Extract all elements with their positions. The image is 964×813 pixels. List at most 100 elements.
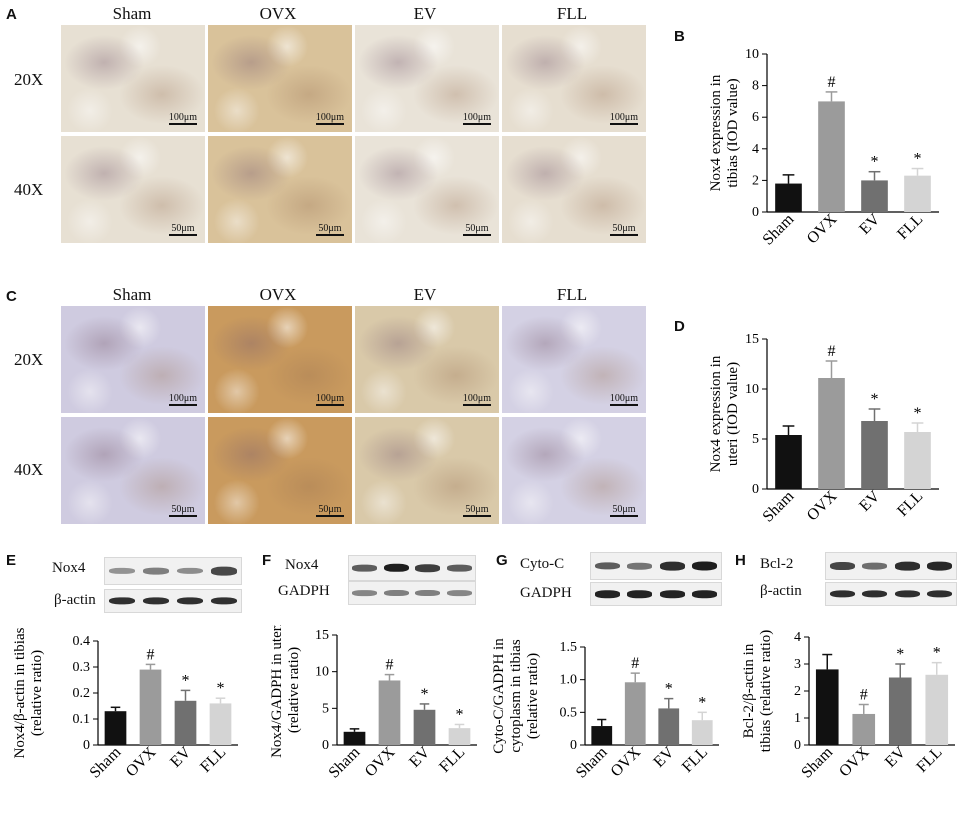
bar-sham	[591, 726, 613, 745]
bar-fll	[691, 720, 713, 745]
y-tick-label: 0.1	[73, 712, 91, 727]
micrograph-c-20x-sham: 100μm	[60, 305, 206, 414]
significance-mark: *	[217, 680, 225, 697]
scale-bar-label: 50μm	[318, 504, 342, 515]
y-axis-label: tibias (IOD value)	[725, 78, 741, 187]
blot-band	[659, 561, 685, 571]
panel-b-letter: B	[674, 28, 685, 45]
y-tick-label: 5	[752, 432, 759, 447]
x-tick-label: FLL	[679, 744, 711, 776]
y-tick-label: 2	[794, 684, 801, 699]
blot-band	[108, 567, 136, 575]
scale-bar: 50μm	[316, 223, 344, 237]
bar-fll	[448, 728, 471, 745]
x-tick-label: EV	[650, 743, 677, 770]
y-axis-label: cytoplasm in tibias	[508, 639, 524, 752]
y-tick-label: 0.4	[73, 634, 91, 649]
blot-band	[415, 564, 441, 572]
y-tick-label: 0.3	[73, 660, 91, 675]
scale-bar-line	[168, 123, 197, 125]
blot-band	[210, 597, 238, 605]
scale-bar-line	[169, 234, 197, 236]
significance-mark: *	[182, 672, 190, 689]
bar-fll	[904, 175, 931, 212]
micrograph-a-20x-sham: 100μm	[60, 24, 206, 133]
panel-g-blot-2	[590, 582, 722, 606]
x-tick-label: OVX	[836, 743, 873, 780]
micrograph-a-40x-sham: 50μm	[60, 135, 206, 244]
y-axis-label: uteri (IOD value)	[725, 362, 741, 466]
panel-f-blot-1	[348, 555, 476, 581]
scale-bar-line	[169, 515, 197, 517]
y-tick-label: 2	[752, 173, 759, 188]
x-tick-label: Sham	[326, 743, 364, 781]
blot-band	[142, 597, 170, 605]
significance-mark: #	[828, 343, 836, 360]
panel-h-bar-chart: 0 1 2 3 4 Bcl-2/β-actin in tibias (relative ra…	[741, 630, 955, 782]
blot-band	[176, 567, 204, 575]
panel-f-blot-label-2: GADPH	[278, 583, 330, 599]
scale-bar-line	[316, 234, 344, 236]
significance-mark: *	[456, 706, 464, 723]
scale-bar: 50μm	[610, 223, 638, 237]
scale-bar-label: 100μm	[609, 393, 638, 404]
blot-band	[894, 561, 920, 571]
scale-bar-line	[610, 234, 638, 236]
y-tick-label: 4	[752, 142, 759, 157]
scale-bar-line	[610, 515, 638, 517]
x-tick-label: OVX	[804, 487, 841, 524]
scale-bar-label: 50μm	[318, 223, 342, 234]
scale-bar-line	[168, 404, 197, 406]
y-axis-label: Nox4/β-actin in tibias	[12, 627, 28, 758]
y-tick-label: 5	[322, 701, 329, 716]
scale-bar-label: 50μm	[171, 504, 195, 515]
blot-band	[108, 597, 136, 605]
scale-bar-label: 100μm	[462, 393, 491, 404]
bar-sham	[343, 731, 366, 745]
panel-b-bar-chart: 0 2 4 6 8 10 Nox4 expression in tibias (IOD val…	[708, 47, 939, 249]
blot-band	[927, 561, 953, 571]
y-axis-label: Nox4 expression in	[708, 74, 724, 191]
significance-mark: *	[896, 646, 904, 663]
scale-bar: 100μm	[463, 112, 491, 126]
panel-g-blot-label-2: GADPH	[520, 585, 572, 601]
micrograph-c-40x-ev: 50μm	[354, 416, 500, 525]
y-tick-label: 0	[322, 738, 329, 753]
blot-band	[627, 590, 653, 598]
micrograph-a-40x-ovx: 50μm	[207, 135, 353, 244]
scale-bar: 50μm	[169, 223, 197, 237]
significance-mark: #	[828, 74, 836, 91]
micrograph-a-20x-ovx: 100μm	[207, 24, 353, 133]
y-axis-label: Nox4 expression in	[708, 355, 724, 472]
panel-e-blot-1	[104, 557, 242, 585]
bar-ovx	[624, 682, 646, 745]
scale-bar-label: 100μm	[462, 112, 491, 123]
scale-bar-label: 50μm	[171, 223, 195, 234]
x-tick-label: EV	[406, 743, 433, 770]
blot-band	[142, 567, 170, 575]
scale-bar: 50μm	[610, 504, 638, 518]
significance-mark: #	[631, 655, 639, 672]
blot-band	[176, 597, 204, 605]
blot-band	[415, 590, 441, 596]
x-tick-label: OVX	[362, 743, 399, 780]
blot-band	[862, 590, 888, 598]
significance-mark: *	[698, 694, 706, 711]
panel-f-bar-chart: 0 5 10 15 Nox4/GADPH in uteri (relative ratio…	[269, 625, 477, 782]
x-tick-label: EV	[856, 210, 883, 237]
panel-c-row-40x: 40X	[14, 460, 44, 479]
significance-mark: *	[914, 151, 922, 168]
x-tick-label: OVX	[608, 743, 645, 780]
micrograph-c-20x-fll: 100μm	[501, 305, 647, 414]
bar-fll	[925, 674, 949, 745]
significance-mark: *	[421, 686, 429, 703]
x-tick-label: OVX	[804, 210, 841, 247]
blot-band	[862, 562, 888, 570]
scale-bar: 50μm	[463, 504, 491, 518]
panel-d-bar-chart: 0 5 10 15 Nox4 expression in uteri (IOD value…	[708, 332, 939, 526]
scale-bar: 100μm	[463, 393, 491, 407]
micrograph-a-20x-ev: 100μm	[354, 24, 500, 133]
blot-band	[210, 566, 238, 576]
significance-mark: *	[665, 681, 673, 698]
y-tick-label: 1.0	[560, 673, 578, 688]
